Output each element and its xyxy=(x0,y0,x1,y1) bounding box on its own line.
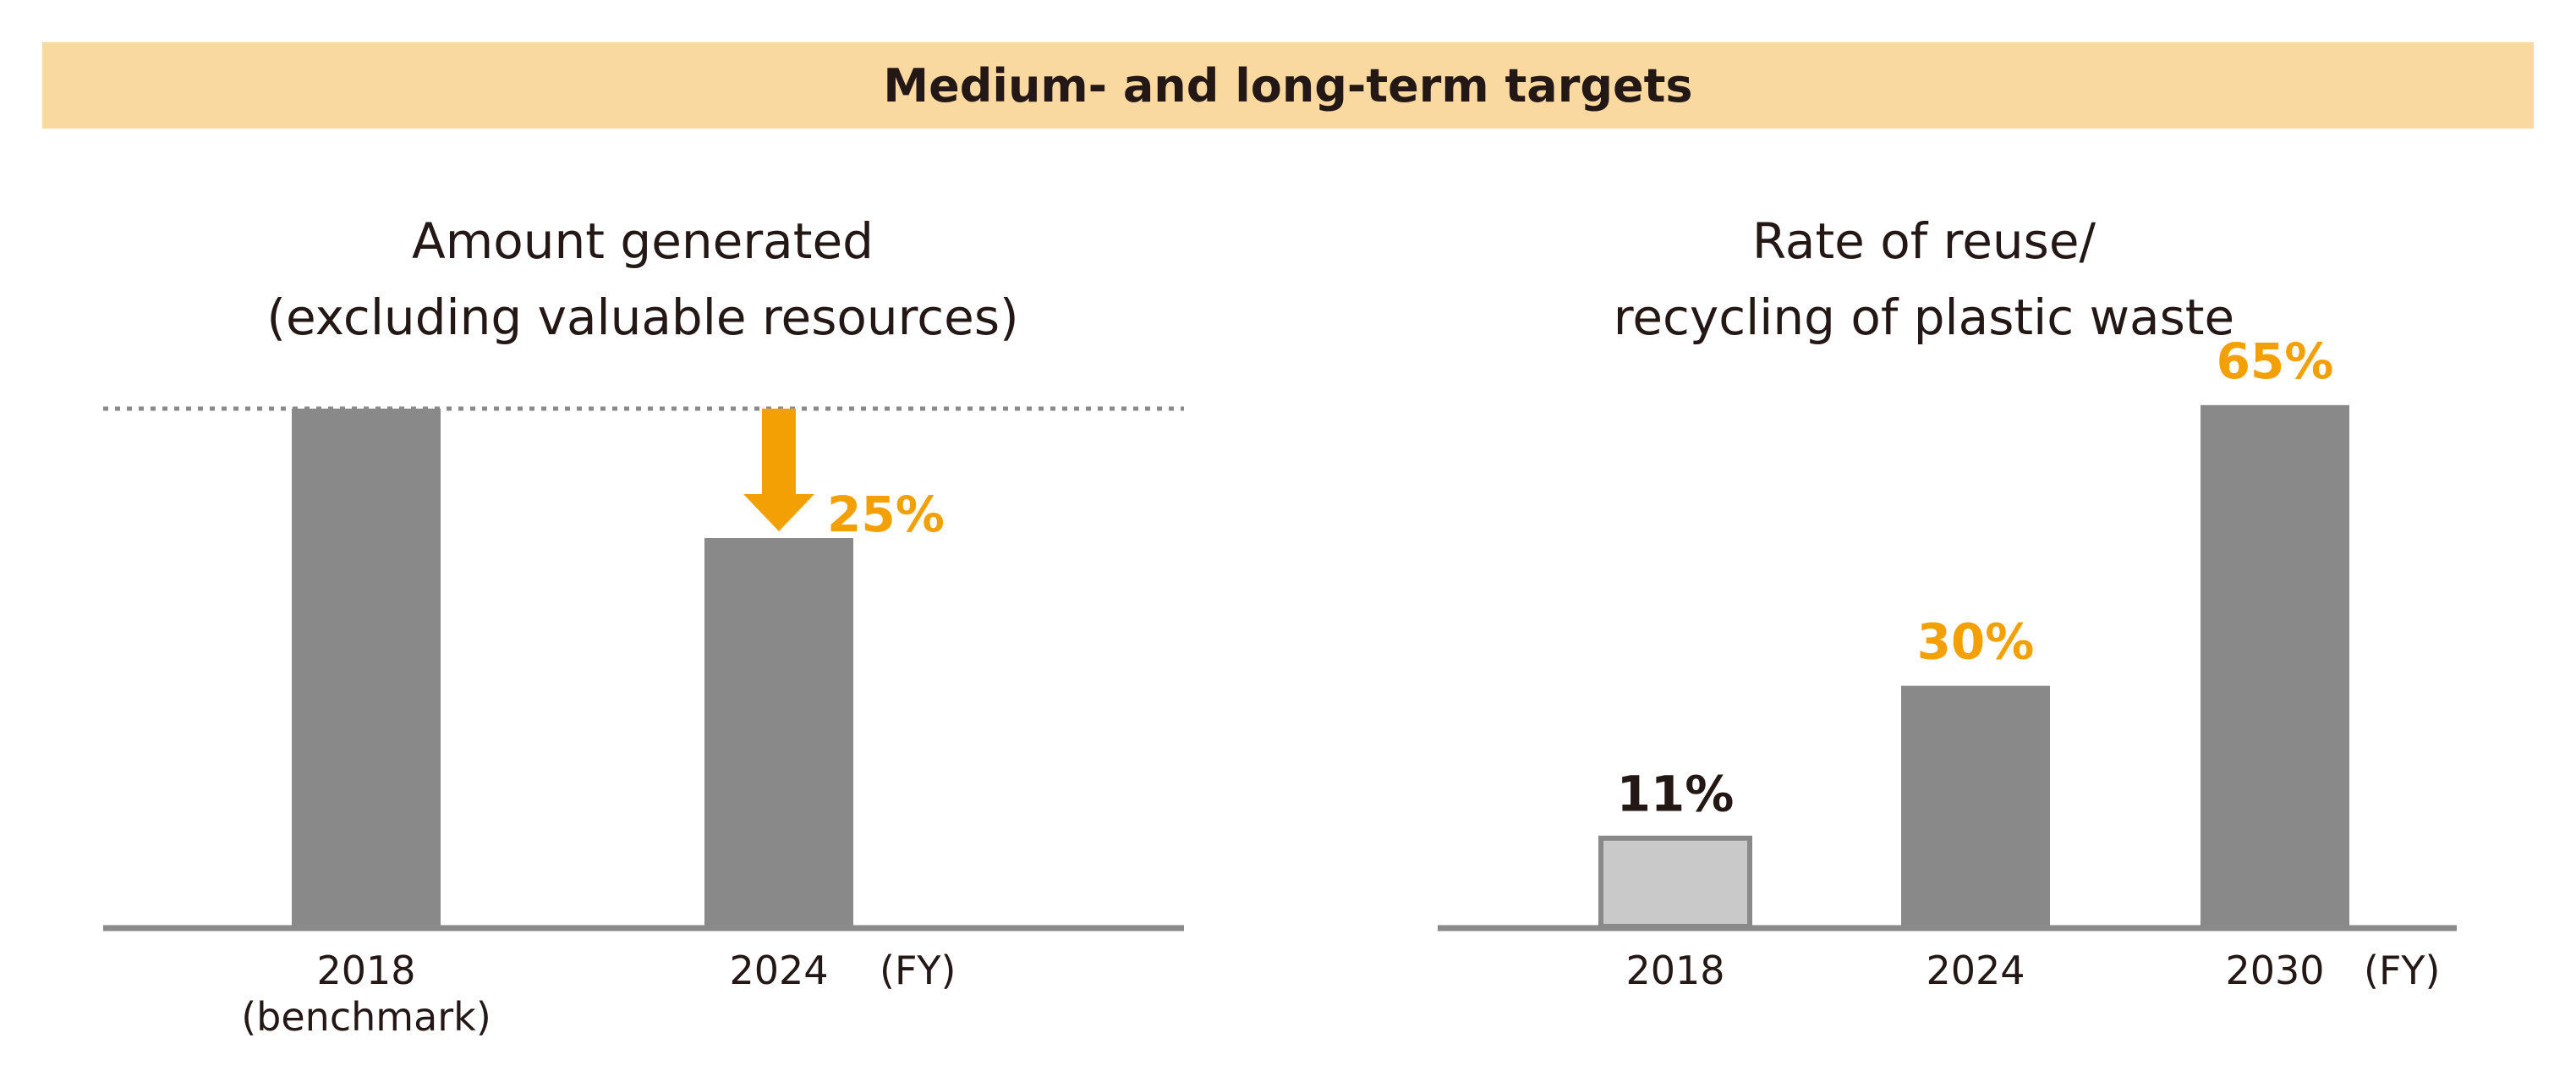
right-bar-2018 xyxy=(1598,835,1752,929)
right-chart-title-line-2: recycling of plastic waste xyxy=(1613,288,2235,346)
left-fy-unit: (FY) xyxy=(880,948,956,993)
reduction-arrow-shaft xyxy=(762,409,796,496)
right-x-tick-2018: 2018 xyxy=(1625,948,1724,993)
left-x-tick-2024: 2024 xyxy=(729,948,828,993)
left-bar-2018 xyxy=(292,409,441,926)
right-x-tick-2024: 2024 xyxy=(1926,948,2025,993)
left-bar-2024 xyxy=(704,538,853,926)
right-bar-2030 xyxy=(2201,404,2349,927)
reduction-arrow-head xyxy=(743,494,814,531)
right-bar-2024 xyxy=(1901,685,2050,926)
right-value-label-2024: 30% xyxy=(1917,613,2035,671)
right-x-tick-2030: 2030 xyxy=(2225,948,2324,993)
section-banner: Medium- and long-term targets xyxy=(42,42,2534,129)
right-chart-title-line-1: Rate of reuse/ xyxy=(1751,212,2096,270)
right-chart-title: Rate of reuse/ recycling of plastic wast… xyxy=(1438,203,2410,355)
left-chart-title-line-1: Amount generated xyxy=(412,212,874,270)
left-chart-title: Amount generated (excluding valuable res… xyxy=(135,203,1150,355)
banner-title: Medium- and long-term targets xyxy=(883,58,1693,113)
right-value-label-2018: 11% xyxy=(1617,766,1735,823)
reduction-percent-label: 25% xyxy=(827,486,945,543)
right-fy-unit: (FY) xyxy=(2364,948,2440,993)
right-value-label-2030: 65% xyxy=(2217,332,2334,390)
left-x-tick-2018: 2018 xyxy=(316,948,415,993)
left-x-sublabel: (benchmark) xyxy=(241,994,491,1040)
left-chart-title-line-2: (excluding valuable resources) xyxy=(266,288,1019,346)
